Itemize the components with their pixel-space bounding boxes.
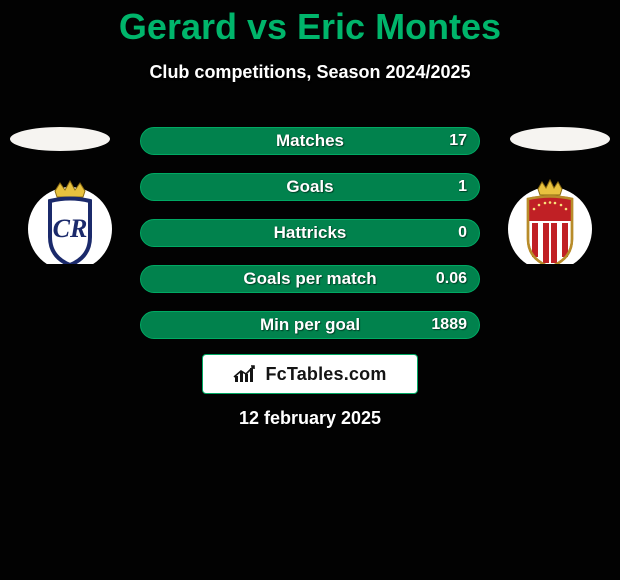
bar-chart-icon	[233, 364, 259, 384]
stat-row: Goals per match 0.06	[140, 265, 480, 293]
stat-label: Min per goal	[260, 315, 360, 335]
club-crest-right	[500, 179, 600, 264]
comparison-card: Gerard vs Eric Montes Club competitions,…	[0, 0, 620, 580]
stat-value-right: 0.06	[436, 270, 467, 288]
footer-date: 12 february 2025	[239, 408, 381, 429]
stat-label: Hattricks	[274, 223, 347, 243]
stat-rows: Matches 17 Goals 1 Hattricks 0 Goals per match…	[140, 127, 480, 357]
svg-text:CR: CR	[53, 214, 88, 243]
stat-row: Hattricks 0	[140, 219, 480, 247]
page-title: Gerard vs Eric Montes	[0, 0, 620, 48]
stat-value-right: 1	[458, 178, 467, 196]
stat-value-right: 1889	[431, 316, 467, 334]
club-crest-left-svg: CR	[20, 179, 120, 264]
club-crest-right-svg	[500, 179, 600, 264]
stat-value-right: 17	[449, 132, 467, 150]
stat-row: Matches 17	[140, 127, 480, 155]
stat-row: Min per goal 1889	[140, 311, 480, 339]
stat-label: Goals per match	[243, 269, 376, 289]
subtitle: Club competitions, Season 2024/2025	[0, 62, 620, 83]
stat-label: Goals	[286, 177, 333, 197]
club-crest-left: CR	[20, 179, 120, 264]
stat-row: Goals 1	[140, 173, 480, 201]
brand-box: FcTables.com	[202, 354, 418, 394]
stat-value-right: 0	[458, 224, 467, 242]
player-left-ellipse	[10, 127, 110, 151]
stat-label: Matches	[276, 131, 344, 151]
brand-text: FcTables.com	[265, 364, 386, 385]
player-right-ellipse	[510, 127, 610, 151]
